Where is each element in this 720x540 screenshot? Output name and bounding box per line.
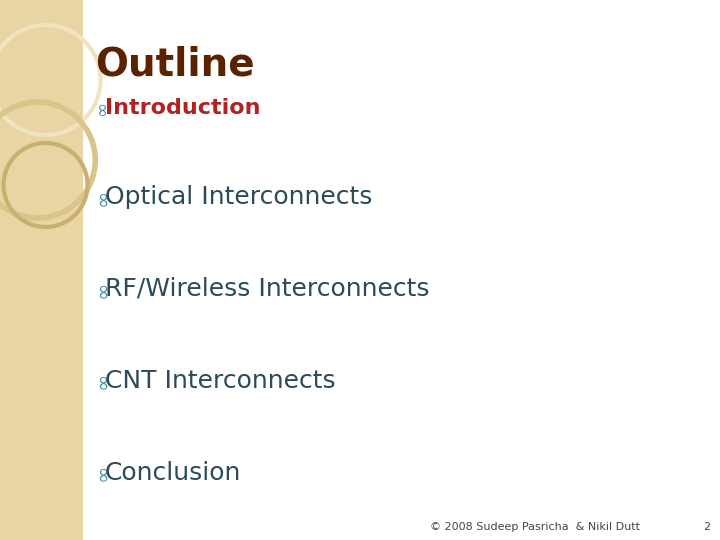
Text: 2: 2 xyxy=(703,522,710,532)
Bar xyxy=(0,0,83,540)
Text: Conclusion: Conclusion xyxy=(105,461,241,484)
Text: ∞: ∞ xyxy=(93,280,113,298)
Text: Outline: Outline xyxy=(95,45,254,83)
Text: Introduction: Introduction xyxy=(105,98,261,118)
Text: ∞: ∞ xyxy=(93,464,113,481)
Text: © 2008 Sudeep Pasricha  & Nikil Dutt: © 2008 Sudeep Pasricha & Nikil Dutt xyxy=(430,522,640,532)
Text: ∞: ∞ xyxy=(93,372,113,389)
Text: ∞: ∞ xyxy=(93,188,113,206)
Text: CNT Interconnects: CNT Interconnects xyxy=(105,369,336,393)
Text: RF/Wireless Interconnects: RF/Wireless Interconnects xyxy=(105,277,429,301)
Text: Optical Interconnects: Optical Interconnects xyxy=(105,185,372,209)
Text: ∞: ∞ xyxy=(93,100,111,116)
